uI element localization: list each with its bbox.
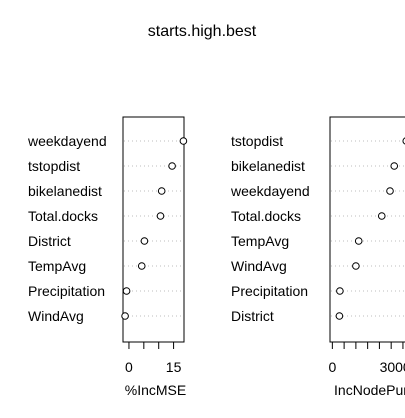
data-point [137, 262, 146, 270]
x-tick-label: 300000 [380, 359, 405, 375]
data-point [390, 162, 399, 170]
data-point [402, 137, 405, 145]
data-point [168, 162, 176, 170]
category-label: TempAvg [28, 258, 86, 274]
category-label: weekdayend [230, 183, 310, 199]
category-label: WindAvg [231, 258, 287, 274]
x-axis-title: %IncMSE [125, 382, 186, 398]
data-point [354, 237, 363, 245]
category-label: bikelanedist [231, 158, 305, 174]
category-label: Precipitation [231, 283, 308, 299]
data-point [352, 262, 360, 270]
chart-title: starts.high.best [148, 23, 257, 40]
x-tick-label: 0 [125, 359, 133, 375]
data-point [377, 212, 386, 220]
x-axis-title: IncNodePurity [334, 382, 405, 398]
category-label: TempAvg [231, 233, 289, 249]
data-point [122, 287, 131, 295]
data-point [386, 187, 394, 195]
category-label: Total.docks [28, 208, 98, 224]
category-label: WindAvg [28, 308, 84, 324]
category-label: tstopdist [28, 158, 80, 174]
data-point [140, 237, 149, 245]
category-label: Total.docks [231, 208, 301, 224]
data-point [156, 212, 165, 220]
incmse-panel: weekdayend tstopdist bikelanedist Total.doc… [27, 116, 188, 398]
data-point [179, 137, 188, 145]
category-label: weekdayend [27, 133, 107, 149]
category-label: District [231, 308, 274, 324]
category-label: bikelanedist [28, 183, 102, 199]
data-point [121, 312, 129, 320]
data-point [335, 312, 344, 320]
x-tick-label: 15 [166, 359, 182, 375]
category-label: District [28, 233, 71, 249]
category-label: tstopdist [231, 133, 283, 149]
data-point [157, 187, 166, 195]
data-point [336, 287, 344, 295]
category-label: Precipitation [28, 283, 105, 299]
x-tick-label: 0 [328, 359, 336, 375]
incnodepurity-panel: tstopdist bikelanedist weekdayend Total.doc… [230, 116, 405, 398]
